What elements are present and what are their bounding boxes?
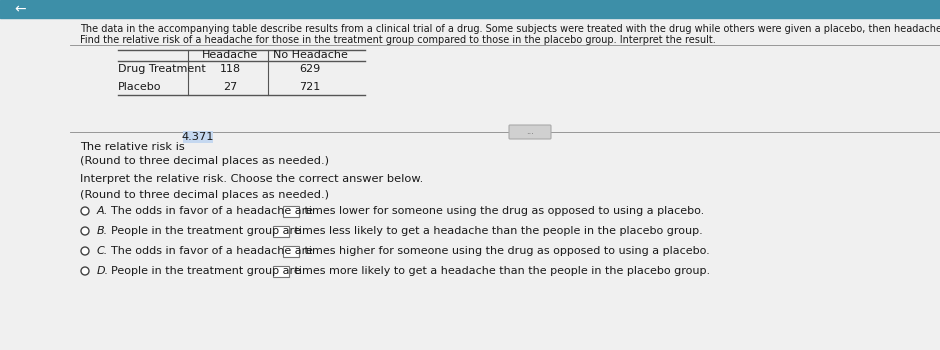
Text: B.: B. (97, 226, 108, 236)
Text: Drug Treatment: Drug Treatment (118, 64, 206, 75)
Text: Placebo: Placebo (118, 82, 162, 91)
Text: (Round to three decimal places as needed.): (Round to three decimal places as needed… (80, 190, 329, 200)
Text: 27: 27 (223, 82, 237, 91)
Bar (183, 131, 213, 143)
Text: 721: 721 (299, 82, 321, 91)
Bar (283, 205, 299, 217)
Text: ...: ... (526, 127, 534, 136)
Text: Headache: Headache (202, 50, 258, 60)
Circle shape (81, 267, 89, 275)
Text: times less likely to get a headache than the people in the placebo group.: times less likely to get a headache than… (291, 226, 703, 236)
Text: The odds in favor of a headache are: The odds in favor of a headache are (111, 246, 313, 256)
Text: A.: A. (97, 206, 108, 216)
Text: The relative risk is: The relative risk is (80, 142, 188, 152)
Text: ←: ← (14, 2, 25, 16)
Bar (283, 245, 299, 257)
Circle shape (81, 207, 89, 215)
FancyBboxPatch shape (509, 125, 551, 139)
Text: D.: D. (97, 266, 109, 276)
Text: times lower for someone using the drug as opposed to using a placebo.: times lower for someone using the drug a… (301, 206, 704, 216)
Text: The odds in favor of a headache are: The odds in favor of a headache are (111, 206, 313, 216)
Text: C.: C. (97, 246, 108, 256)
Text: 629: 629 (299, 64, 321, 75)
Text: 118: 118 (219, 64, 241, 75)
Text: No Headache: No Headache (273, 50, 348, 60)
Text: times higher for someone using the drug as opposed to using a placebo.: times higher for someone using the drug … (301, 246, 710, 256)
Bar (273, 266, 289, 276)
Text: People in the treatment group are: People in the treatment group are (111, 266, 301, 276)
Text: People in the treatment group are: People in the treatment group are (111, 226, 301, 236)
Text: times more likely to get a headache than the people in the placebo group.: times more likely to get a headache than… (291, 266, 711, 276)
Text: The data in the accompanying table describe results from a clinical trial of a d: The data in the accompanying table descr… (80, 24, 940, 34)
Text: (Round to three decimal places as needed.): (Round to three decimal places as needed… (80, 156, 329, 166)
Circle shape (81, 247, 89, 255)
Bar (273, 225, 289, 237)
Circle shape (81, 227, 89, 235)
Bar (0, 0, 940, 18)
Text: 4.371: 4.371 (181, 132, 214, 142)
Text: Interpret the relative risk. Choose the correct answer below.: Interpret the relative risk. Choose the … (80, 174, 423, 184)
Text: Find the relative risk of a headache for those in the treatment group compared t: Find the relative risk of a headache for… (80, 35, 715, 45)
